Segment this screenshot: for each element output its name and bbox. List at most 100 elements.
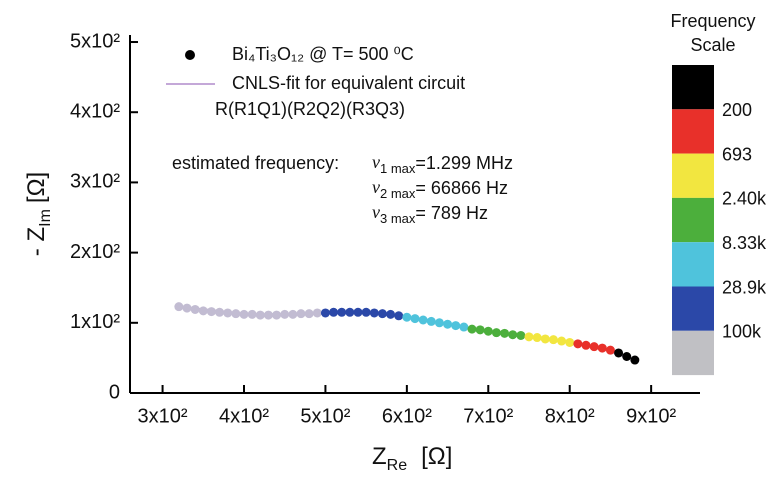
nu-sub: 1 max [380,161,416,176]
scale-swatch [672,242,714,287]
data-point [443,319,453,329]
data-point [329,307,339,317]
y-title-main: - Z [23,227,50,256]
scale-label: 693 [722,144,752,164]
data-point [206,307,216,317]
data-point [369,308,379,318]
data-point [557,336,567,346]
data-point [540,334,550,344]
scale-label: 28.9k [722,277,767,297]
data-point [361,307,371,317]
data-point [459,322,469,332]
data-point [353,307,363,317]
data-point [182,303,192,313]
data-point [377,309,387,319]
data-point [288,309,298,319]
data-point [255,310,265,320]
data-point [239,309,249,319]
data-point [394,311,404,321]
x-tick-label: 6x10² [382,405,432,427]
scale-label: 2.40k [722,189,767,209]
scale-label: 100k [722,322,762,342]
nu-symbol: ν [372,152,380,172]
data-point [247,309,257,319]
data-point [581,340,591,350]
x-tick-label: 5x10² [300,405,350,427]
data-point [345,307,355,317]
data-point [508,330,518,340]
data-point [573,339,583,349]
data-point [605,345,615,355]
y-title-sub: Im [37,209,54,227]
y-tick-label: 4x10² [70,100,120,122]
scale-swatch [672,109,714,154]
scale-swatch [672,330,714,376]
data-point [337,307,347,317]
data-point [589,342,599,352]
data-point [386,309,396,319]
data-point [524,332,534,342]
y-axis-title: - ZIm [Ω] [23,172,54,256]
nu-symbol: ν [372,177,380,197]
y-tick-label: 3x10² [70,171,120,193]
data-point [565,337,575,347]
data-point [223,308,233,318]
data-point [190,304,200,314]
y-tick-label: 1x10² [70,311,120,333]
x-tick-label: 4x10² [219,405,269,427]
x-title-unit: [Ω] [421,443,452,470]
x-tick-label: 9x10² [626,405,676,427]
y-tick-label: 0 [109,381,120,403]
scale-title: Scale [690,35,735,55]
data-point [280,309,290,319]
annotation-line: ν1 max=1.299 MHz [372,152,513,176]
scale-swatch [672,286,714,331]
annotation-title: estimated frequency: [172,153,339,173]
data-point [426,316,436,326]
nu-sub: 3 max [380,211,416,226]
data-point [434,318,444,328]
x-tick-label: 7x10² [463,405,513,427]
data-point [491,328,501,338]
scale-title: Frequency [670,11,755,31]
data-point [475,325,485,335]
data-point [622,351,632,361]
data-point [467,324,477,334]
data-point [263,310,273,320]
x-title-sub: Re [387,457,408,474]
data-point [630,355,640,365]
nu-symbol: ν [372,202,380,222]
legend-marker [185,50,195,60]
data-point [231,309,241,319]
x-tick-label: 3x10² [138,405,188,427]
data-point [215,307,225,317]
data-point [304,309,314,319]
legend-circuit: R(R1Q1)(R2Q2)(R3Q3) [215,99,405,119]
data-point [483,326,493,336]
data-point [198,306,208,316]
data-point [451,321,461,331]
scale-label: 200 [722,100,752,120]
data-point [516,330,526,340]
scale-swatch [672,65,714,110]
scale-label: 8.33k [722,233,767,253]
data-point [296,309,306,319]
data-point [418,315,428,325]
data-point [320,308,330,318]
x-axis-title: ZRe [Ω] [372,443,452,474]
data-point [174,302,184,312]
y-title-unit: [Ω] [23,172,50,203]
nu-sub: 2 max [380,186,416,201]
nu-value: = 66866 Hz [415,178,508,198]
x-title-main: Z [372,443,387,470]
x-tick-label: 8x10² [545,405,595,427]
scale-swatch [672,153,714,198]
data-point [272,310,282,320]
data-point [312,308,322,318]
data-point [532,333,542,343]
scale-swatch [672,197,714,243]
data-point [614,348,624,358]
legend-line-label: CNLS-fit for equivalent circuit [232,73,465,93]
nu-value: =1.299 MHz [415,153,513,173]
